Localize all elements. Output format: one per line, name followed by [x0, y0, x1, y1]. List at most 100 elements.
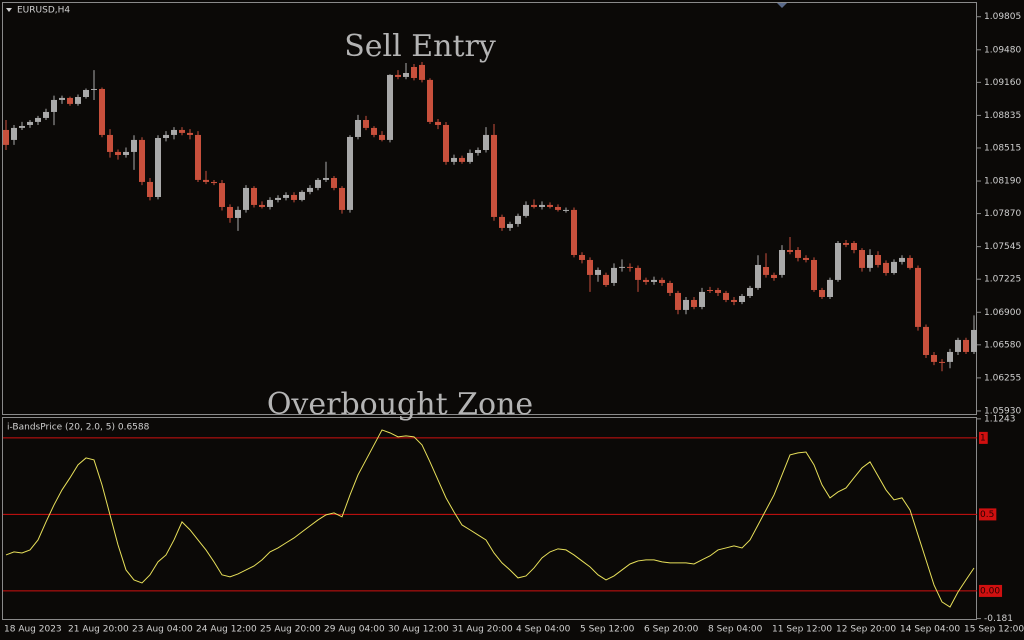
candle-body	[875, 254, 881, 265]
candle-body	[155, 137, 161, 198]
candle-body	[587, 259, 593, 275]
candle-body	[411, 66, 417, 78]
candle-body	[571, 209, 577, 255]
candle-body	[755, 264, 761, 288]
candle-body	[147, 181, 153, 198]
candle-body	[131, 139, 137, 152]
candle-body	[883, 262, 889, 273]
y-tick-label: 1.1243	[984, 414, 1016, 424]
candle-body	[227, 206, 233, 218]
candle-body	[475, 150, 481, 153]
x-tick-label: 4 Sep 04:00	[516, 625, 571, 635]
candle-body	[827, 279, 833, 298]
candle-body	[835, 242, 841, 280]
candle-body	[395, 74, 401, 77]
candle-body	[531, 204, 537, 207]
candle-body	[739, 295, 745, 302]
candle-body	[235, 209, 241, 218]
candle-body	[795, 250, 801, 258]
candle-body	[955, 339, 961, 352]
candle-body	[691, 299, 697, 307]
candle-body	[523, 204, 529, 216]
candle-body	[723, 292, 729, 300]
candle-body	[515, 215, 521, 224]
candle-body	[699, 291, 705, 307]
candle-body	[779, 250, 785, 275]
candle-body	[899, 257, 905, 262]
candle-body	[291, 194, 297, 200]
candle-body	[867, 254, 873, 268]
candle-body	[91, 88, 97, 90]
candle-body	[115, 151, 121, 155]
candle-body	[659, 279, 665, 283]
candle-body	[747, 287, 753, 296]
candle-body	[43, 111, 49, 118]
candle-body	[491, 134, 497, 217]
y-tick-label: 1.06580	[984, 340, 1021, 350]
candle-body	[379, 134, 385, 140]
x-tick-label: 23 Aug 04:00	[132, 625, 193, 635]
x-tick-label: 30 Aug 12:00	[388, 625, 449, 635]
candle-body	[59, 97, 65, 100]
candle-body	[211, 181, 217, 184]
candle-body	[915, 267, 921, 327]
candle-body	[35, 117, 41, 122]
candle-body	[435, 121, 441, 125]
candle-body	[843, 242, 849, 245]
candle-body	[187, 132, 193, 135]
level-label: 0.5	[980, 510, 994, 520]
candle-body	[555, 206, 561, 210]
y-tick-label: 1.08190	[984, 177, 1021, 187]
candle-body	[891, 261, 897, 273]
shift-marker	[777, 3, 787, 8]
candle-body	[731, 299, 737, 302]
candle-body	[363, 119, 369, 128]
candle-body	[315, 179, 321, 188]
candle-body	[203, 179, 209, 182]
candle-body	[971, 329, 977, 352]
candle-body	[907, 257, 913, 268]
candle-body	[163, 134, 169, 138]
x-tick-label: 29 Aug 04:00	[324, 625, 385, 635]
indicator-panel	[2, 417, 977, 620]
candle-body	[763, 266, 769, 275]
candle-body	[331, 177, 337, 188]
indicator-line	[5, 429, 975, 608]
candle-body	[83, 89, 89, 98]
x-tick-label: 12 Sep 20:00	[836, 625, 896, 635]
candle-body	[859, 250, 865, 268]
y-tick-label: 1.07870	[984, 209, 1021, 219]
candle-body	[219, 183, 225, 207]
x-tick-label: 25 Aug 20:00	[260, 625, 321, 635]
candle-body	[299, 191, 305, 200]
menu-arrow[interactable]	[6, 8, 12, 12]
candle-body	[339, 187, 345, 210]
y-tick-label: 1.09160	[984, 78, 1021, 88]
candle-body	[563, 209, 569, 211]
candle-body	[627, 266, 633, 268]
x-tick-label: 24 Aug 12:00	[196, 625, 257, 635]
candle-body	[75, 97, 81, 104]
candle-body	[387, 74, 393, 140]
x-tick-label: 6 Sep 20:00	[644, 625, 699, 635]
candle-body	[539, 204, 545, 207]
candle-body	[643, 279, 649, 282]
candle-body	[947, 351, 953, 362]
y-tick-label: 1.09805	[984, 12, 1021, 22]
level-label-box	[979, 584, 1003, 597]
candle-body	[51, 99, 57, 112]
candle-body	[3, 129, 9, 145]
candle-body	[451, 157, 457, 162]
indicator-title: i-BandsPrice (20, 2.0, 5) 0.6588	[7, 423, 150, 433]
plot: 1.09805 1.09480 1.09160 1.08835 1.08515 1.081…	[3, 12, 1024, 635]
candle-body	[11, 127, 17, 140]
symbol: EURUSD,H4	[17, 6, 70, 16]
candle-body	[123, 151, 129, 155]
candle-body	[419, 64, 425, 80]
candle-body	[427, 79, 433, 122]
x-tick-label: 8 Sep 04:00	[708, 625, 763, 635]
candle-body	[851, 242, 857, 251]
candle-body	[963, 339, 969, 352]
x-tick-label: 21 Aug 20:00	[68, 625, 129, 635]
level-label-box	[979, 508, 997, 521]
